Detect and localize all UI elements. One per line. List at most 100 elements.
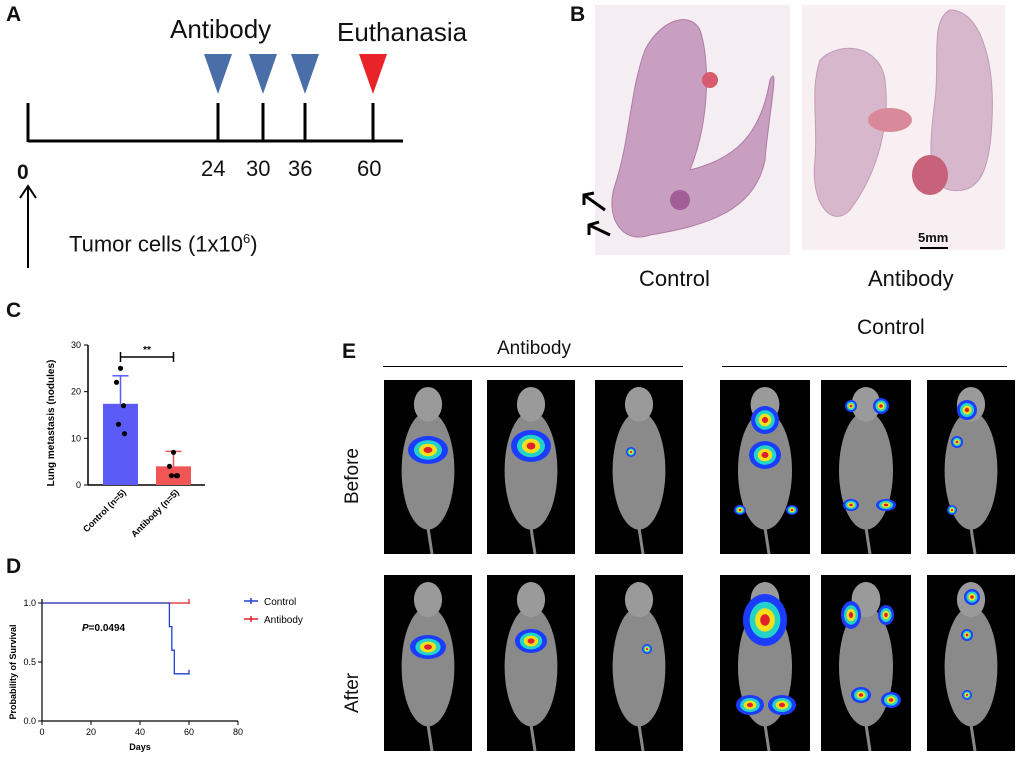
signal-core — [778, 702, 786, 708]
signal-core — [879, 404, 883, 408]
histology-antibody-label: Antibody — [868, 266, 954, 291]
mouse-tail — [426, 527, 434, 554]
legend-label-control: Control — [264, 597, 296, 608]
y-axis-label: Lung metastasis (nodules) — [46, 360, 57, 487]
mouse-head — [624, 582, 654, 618]
mouse-tail — [426, 724, 434, 751]
data-point — [115, 421, 122, 427]
control-group-line — [722, 366, 1007, 367]
mouse-drawing — [839, 582, 901, 751]
dose-triangle-24 — [204, 54, 232, 94]
panel-letter-b: B — [570, 3, 586, 26]
antibody-dose-label: Antibody — [170, 14, 272, 44]
mouse-image-control-before-3 — [927, 380, 1015, 554]
mouse-body — [504, 411, 558, 530]
data-point — [168, 473, 175, 479]
survival-chart: 0 20 40 60 80 0.0 0.5 1.0 Days Probability of Sur… — [8, 597, 303, 752]
x-tick-label: 20 — [86, 727, 96, 737]
p-value-number: =0.0494 — [89, 623, 126, 634]
mouse-tail — [637, 724, 645, 751]
mouse-drawing — [734, 386, 798, 554]
row-after-label: After — [342, 672, 363, 713]
signal-core — [884, 612, 888, 618]
signal-core — [848, 611, 854, 619]
tumor-cells-label: Tumor cells (1x106) — [69, 231, 258, 257]
mouse-drawing — [612, 386, 666, 554]
panel-letter-e: E — [342, 340, 357, 363]
mouse-image-antibody-after-1 — [384, 575, 472, 751]
mouse-body — [612, 411, 666, 530]
mouse-body — [504, 606, 558, 727]
histology-control-label: Control — [639, 266, 710, 291]
mouse-tail — [637, 527, 645, 554]
signal-core — [527, 638, 535, 644]
x-tick-label-0: Control (n=5) — [81, 487, 128, 534]
data-point — [113, 379, 120, 385]
mouse-body — [401, 411, 455, 530]
data-point — [174, 473, 181, 479]
mouse-image-control-after-3 — [927, 575, 1015, 751]
signal-core — [746, 702, 754, 708]
panel-letter-a: A — [6, 3, 22, 26]
data-point — [170, 449, 177, 455]
x-axis-label: Days — [129, 742, 151, 752]
y-tick-label: 20 — [71, 387, 81, 397]
signal-core — [888, 698, 894, 702]
mouse-drawing — [504, 386, 558, 554]
mouse-body — [612, 606, 666, 727]
mouse-image-antibody-after-2 — [487, 575, 575, 751]
signal-core — [790, 508, 794, 512]
injection-arrow — [19, 184, 37, 268]
timeline-label-30: 30 — [246, 156, 271, 181]
mouse-image-antibody-before-1 — [384, 380, 472, 554]
signal-core — [965, 633, 969, 637]
mouse-tail — [864, 724, 872, 751]
x-tick-label: 0 — [39, 727, 44, 737]
mouse-tail — [763, 527, 771, 554]
signal-core — [849, 503, 853, 507]
mouse-body — [738, 411, 792, 530]
signal-core — [424, 644, 432, 650]
mouse-body — [839, 411, 893, 530]
signal-core — [760, 614, 770, 626]
mouse-image-control-after-1 — [720, 575, 810, 751]
panel-letter-c: C — [6, 299, 22, 322]
signal-core — [955, 440, 959, 444]
mouse-head — [516, 582, 546, 618]
y-tick-label: 0.5 — [23, 657, 36, 667]
mouse-drawing — [401, 386, 455, 554]
mouse-drawing — [612, 582, 666, 751]
mouse-tail — [529, 527, 537, 554]
mouse-head — [624, 386, 654, 422]
bar-0 — [103, 403, 138, 485]
mouse-body — [944, 606, 998, 727]
y-tick-label: 0.0 — [23, 716, 36, 726]
timeline-zero-label: 0 — [17, 161, 29, 184]
mouse-image-control-before-2 — [821, 380, 911, 554]
euthanasia-label: Euthanasia — [337, 17, 468, 47]
dose-triangle-36 — [291, 54, 319, 94]
signal-core — [761, 416, 769, 424]
x-tick-label: 60 — [184, 727, 194, 737]
mouse-image-antibody-before-2 — [487, 380, 575, 554]
x-tick-label: 40 — [135, 727, 145, 737]
mouse-tail — [763, 724, 771, 751]
mouse-drawing — [944, 582, 998, 751]
group-antibody-label: Antibody — [497, 338, 571, 359]
control-lung-section — [611, 19, 775, 238]
x-tick-label: 80 — [233, 727, 243, 737]
mouse-tail — [529, 724, 537, 751]
signal-core — [964, 407, 970, 413]
signal-core — [738, 508, 742, 512]
data-point — [120, 403, 127, 409]
mouse-image-control-after-2 — [821, 575, 911, 751]
mouse-drawing — [736, 582, 796, 751]
legend-label-antibody: Antibody — [264, 615, 303, 626]
timeline-label-36: 36 — [288, 156, 313, 181]
signal-core — [970, 595, 974, 599]
y-tick-label: 10 — [71, 433, 81, 443]
signal-core — [645, 647, 649, 651]
signal-core — [858, 693, 864, 697]
p-value-symbol: P — [82, 623, 89, 634]
y-tick-label: 30 — [71, 340, 81, 350]
